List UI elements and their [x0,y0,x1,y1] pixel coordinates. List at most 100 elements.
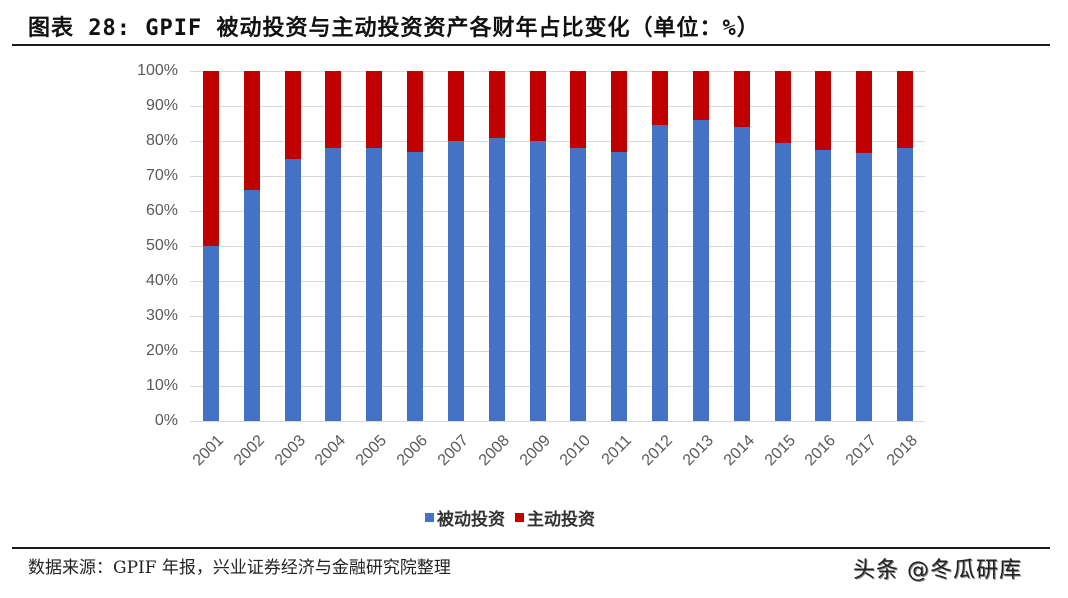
bar-segment-passive [815,149,832,421]
bar-2002 [243,71,260,421]
gridline [190,106,925,107]
x-tick-label: 2011 [598,432,636,469]
bar-segment-active [692,71,709,120]
y-tick-label: 100% [137,62,178,79]
bar-segment-passive [243,190,260,421]
bar-segment-passive [897,148,914,421]
x-tick-label: 2017 [843,432,881,470]
bar-segment-active [652,71,669,126]
bar-segment-passive [366,148,383,421]
chart-title: 图表 28: GPIF 被动投资与主动投资资产各财年占比变化（单位：%） [28,16,760,41]
title-divider [12,44,1050,46]
bar-2016 [815,71,832,421]
bar-2007 [447,71,464,421]
bar-segment-passive [407,151,424,421]
bar-2009 [529,71,546,421]
y-tick-label: 20% [145,342,178,359]
gridline [190,421,925,422]
legend-item-active: 主动投资 [515,505,595,530]
bar-segment-passive [692,120,709,421]
gridline [190,316,925,317]
x-tick-label: 2006 [393,432,432,470]
x-tick-label: 2004 [312,432,350,470]
bar-2005 [366,71,383,421]
x-tick-label: 2007 [434,432,472,470]
bar-segment-active [774,71,791,143]
bar-segment-active [611,71,628,152]
x-tick-label: 2005 [353,432,391,470]
y-tick-label: 90% [145,97,178,114]
x-tick-label: 2002 [230,432,268,470]
bar-2001 [202,71,219,421]
x-tick-label: 2012 [638,432,677,470]
x-tick-label: 2009 [516,432,554,470]
y-tick-label: 60% [145,202,178,219]
bar-segment-active [897,71,914,148]
bar-segment-active [856,71,873,154]
bar-segment-passive [733,127,750,421]
bar-segment-passive [202,246,219,421]
bar-2004 [325,71,342,421]
gridline [190,351,925,352]
bar-2014 [733,71,750,421]
bar-2008 [488,71,505,421]
bar-2013 [692,71,709,421]
bar-segment-active [529,71,546,141]
bar-segment-active [366,71,383,148]
legend-swatch-passive-icon [425,513,434,522]
y-tick-label: 30% [145,307,178,324]
y-tick-label: 70% [145,167,178,184]
gridline [190,176,925,177]
y-tick-label: 80% [145,132,178,149]
bar-segment-passive [284,158,301,421]
bar-2011 [611,71,628,421]
bar-2012 [652,71,669,421]
bar-segment-passive [652,125,669,421]
y-tick-label: 10% [145,377,178,394]
bar-2010 [570,71,587,421]
bar-segment-active [733,71,750,127]
y-tick-label: 0% [154,412,178,429]
gridline [190,211,925,212]
bar-segment-active [325,71,342,148]
legend-swatch-active-icon [515,513,524,522]
bar-segment-passive [529,141,546,421]
bar-segment-active [202,71,219,246]
legend-label: 主动投资 [527,510,595,530]
footer-divider [12,547,1050,549]
bar-segment-active [447,71,464,141]
bar-segment-passive [774,142,791,421]
bar-segment-active [407,71,424,152]
bar-segment-active [488,71,505,138]
bar-segment-passive [488,137,505,421]
gridline [190,246,925,247]
x-tick-label: 2015 [761,432,799,470]
watermark: 头条 @冬瓜研库 [853,558,1022,583]
bar-segment-active [570,71,587,148]
y-tick-label: 40% [145,272,178,289]
x-tick-label: 2014 [720,432,758,470]
bar-segment-passive [856,153,873,421]
bar-segment-passive [611,151,628,421]
bar-2006 [407,71,424,421]
y-tick-label: 50% [145,237,178,254]
gridline [190,71,925,72]
x-tick-label: 2018 [883,432,922,470]
x-tick-label: 2003 [271,432,309,470]
bar-2017 [856,71,873,421]
gridline [190,281,925,282]
bar-segment-passive [570,148,587,421]
x-tick-label: 2008 [475,432,513,470]
bar-segment-active [284,71,301,159]
bar-segment-passive [325,148,342,421]
legend-item-passive: 被动投资 [425,505,505,530]
bar-segment-active [815,71,832,150]
x-tick-label: 2013 [679,432,717,470]
legend: 被动投资 主动投资 [425,505,595,530]
plot-area [190,71,925,422]
data-source-note: 数据来源：GPIF 年报，兴业证券经济与金融研究院整理 [28,558,451,578]
gridline [190,386,925,387]
x-tick-label: 2010 [557,432,595,470]
x-tick-label: 2001 [189,432,227,470]
bar-2003 [284,71,301,421]
